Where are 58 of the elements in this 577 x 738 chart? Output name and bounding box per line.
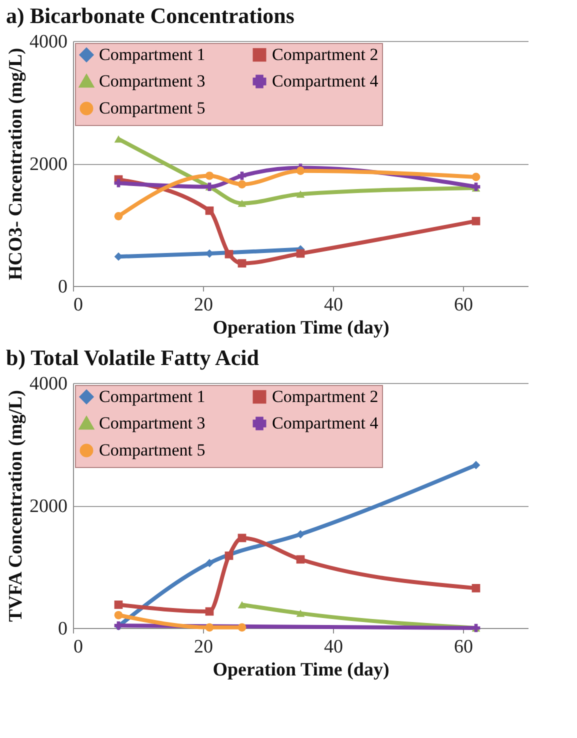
point — [472, 216, 480, 226]
y-tick-label: 0 — [58, 618, 68, 640]
y-tick-label: 4000 — [30, 32, 68, 52]
point — [472, 584, 480, 592]
point — [224, 250, 234, 258]
point — [224, 552, 234, 560]
x-tick-label: 40 — [324, 636, 343, 658]
point — [238, 200, 246, 207]
legend-label: Compartment 1 — [99, 386, 206, 406]
y-axis-title: TVFA Concentration (mg/L) — [6, 390, 26, 622]
point — [205, 607, 214, 616]
legend-label: Compartment 4 — [272, 414, 379, 432]
point — [296, 610, 305, 617]
point — [205, 206, 214, 215]
point — [472, 460, 480, 470]
point — [296, 555, 305, 564]
point — [205, 558, 214, 568]
point — [296, 530, 305, 538]
point — [296, 249, 305, 258]
x-tick-label: 0 — [74, 294, 83, 316]
chart-title: b) Total Volatile Fatty Acid — [6, 345, 260, 370]
x-tick-label: 20 — [194, 294, 213, 316]
legend-label: Compartment 3 — [99, 72, 206, 90]
y-tick-label: 2000 — [30, 154, 68, 175]
x-axis-title: Operation Time (day) — [212, 318, 390, 338]
x-tick-label: 20 — [194, 636, 213, 658]
point — [238, 623, 246, 632]
y-tick-label: 4000 — [30, 374, 68, 394]
legend-label: Compartment 3 — [99, 414, 206, 432]
y-axis-title: HCO3- Cncentration (mg/L) — [6, 48, 26, 280]
legend-label: Compartment 2 — [272, 386, 378, 406]
point — [114, 212, 123, 220]
point — [238, 534, 246, 542]
chart-title: a) Bicarbonate Concentrations — [6, 3, 295, 28]
legend-label: Compartment 5 — [99, 98, 206, 118]
point — [238, 601, 246, 608]
y-tick-label: 2000 — [30, 496, 68, 517]
legend-label: Compartment 1 — [99, 44, 206, 64]
legend-label: Compartment 5 — [99, 440, 206, 460]
point — [238, 172, 246, 180]
point — [114, 178, 123, 188]
x-tick-label: 40 — [324, 294, 343, 316]
x-tick-label: 0 — [74, 636, 83, 658]
point — [238, 259, 246, 268]
y-tick-label: 0 — [58, 276, 68, 298]
point — [114, 600, 123, 609]
point — [238, 180, 246, 188]
x-axis-title: Operation Time (day) — [212, 660, 390, 680]
point — [205, 172, 214, 180]
point — [114, 610, 123, 620]
point — [472, 172, 480, 182]
x-tick-label: 60 — [454, 636, 473, 658]
legend-label: Compartment 4 — [272, 72, 379, 90]
point — [205, 623, 214, 632]
point — [296, 166, 305, 176]
point — [296, 190, 305, 198]
legend-label: Compartment 2 — [272, 44, 378, 64]
x-tick-label: 60 — [454, 294, 473, 316]
